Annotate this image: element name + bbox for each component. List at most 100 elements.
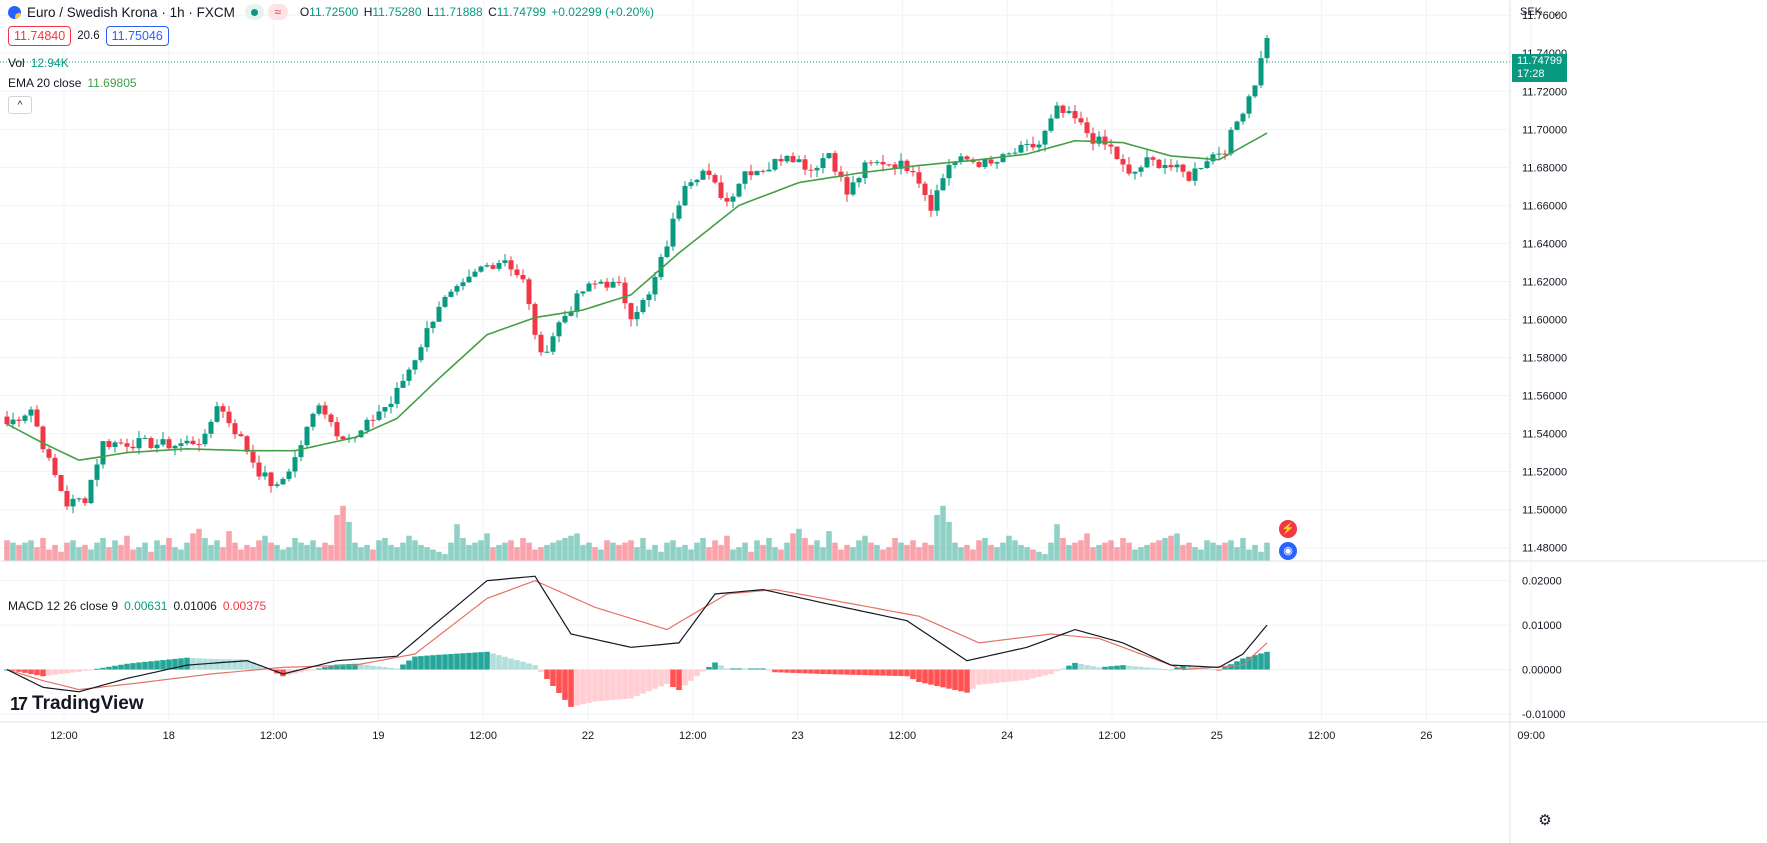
volume-bar [1048, 542, 1054, 561]
macd-hist-bar [1006, 669, 1012, 682]
macd-hist-bar [334, 664, 340, 670]
candle-body [1168, 165, 1174, 168]
macd-hist-bar [1084, 665, 1090, 670]
volume-bar [592, 547, 598, 561]
symbol-title[interactable]: Euro / Swedish Krona · 1h · FXCM [27, 4, 235, 20]
volume-bar [400, 542, 406, 561]
last-price-value: 11.74799 [1517, 55, 1563, 67]
candle-body [52, 457, 58, 476]
macd-hist-bar [184, 657, 190, 670]
logo-text: TradingView [32, 693, 144, 714]
candle-body [334, 422, 340, 437]
volume-bar [538, 547, 544, 561]
macd-hist-bar [58, 669, 64, 674]
macd-hist-bar [640, 669, 646, 694]
candle-body [196, 444, 202, 446]
macd-hist-bar [388, 667, 394, 670]
volume-bar [688, 549, 694, 561]
volume-bar [658, 551, 664, 561]
macd-hist-bar [220, 659, 226, 670]
volume-bar [766, 538, 772, 561]
candle-body [280, 478, 286, 485]
volume-bar [670, 540, 676, 561]
buy-button[interactable]: 11.75046 [105, 26, 169, 46]
market-status-badge[interactable] [244, 4, 264, 20]
macd-hist-bar [1186, 666, 1192, 670]
volume-bar [736, 547, 742, 561]
volume-bar [676, 547, 682, 561]
price-tick-label: 11.54000 [1522, 429, 1567, 441]
macd-hist-bar [574, 669, 580, 706]
macd-axis[interactable]: 0.02000 0.01000 0.00000 -0.01000 [1522, 576, 1565, 721]
macd-hist-bar [148, 661, 154, 670]
volume-bar [664, 542, 670, 561]
macd-hist-bar [724, 668, 730, 670]
price-tick-label: 11.56000 [1522, 391, 1567, 403]
candle-body [784, 155, 790, 162]
candle-body [760, 170, 766, 172]
volume-bar [172, 547, 178, 561]
candle-body [964, 156, 970, 160]
macd-hist-bar [82, 669, 88, 671]
candle-body [130, 446, 136, 449]
candle-body [910, 170, 916, 173]
wave-icon[interactable]: ≈ [267, 4, 288, 20]
macd-hist-bar [322, 667, 328, 670]
candle-body [328, 414, 334, 423]
candle-body [370, 419, 376, 421]
volume-bar [154, 540, 160, 561]
volume-bar [622, 542, 628, 561]
volume-bar [1102, 542, 1108, 561]
candle-body [718, 182, 724, 199]
ema-legend[interactable]: EMA 20 close 11.69805 [8, 76, 137, 90]
symbol-legend[interactable]: Euro / Swedish Krona · 1h · FXCM ≈ O11.7… [8, 4, 656, 20]
candle-body [412, 360, 418, 370]
collapse-legend-button[interactable]: ^ [8, 96, 32, 114]
candle-body [112, 442, 118, 447]
macd-hist-bar [970, 669, 976, 689]
macd-tick-label: 0.02000 [1522, 576, 1562, 588]
macd-hist-bar [910, 669, 916, 680]
macd-hist-bar [238, 659, 244, 670]
candle-body [1264, 38, 1270, 59]
volume-legend[interactable]: Vol 12.94K [8, 56, 69, 70]
candle-body [574, 293, 580, 312]
volume-bar [118, 544, 124, 561]
macd-hist-bar [682, 669, 688, 686]
lightning-icon[interactable]: ⚡ [1279, 520, 1297, 538]
globe-icon[interactable]: ◉ [1279, 542, 1297, 560]
volume-bar [10, 542, 16, 561]
macd-hist-bar [1096, 667, 1102, 670]
candle-body [322, 405, 328, 415]
candle-body [244, 436, 250, 452]
macd-hist-bar [172, 658, 178, 670]
sell-button[interactable]: 11.74840 [8, 26, 72, 46]
candle-body [316, 405, 322, 414]
candle-body [1024, 143, 1030, 145]
candle-body [184, 440, 190, 444]
currency-selector[interactable]: SEK ⌄ [1516, 3, 1566, 21]
time-axis[interactable]: 12:00 18 12:00 19 12:00 22 12:00 23 12:00 24 12:00… [50, 730, 1545, 742]
macd-hist-bar [394, 668, 400, 670]
tradingview-logo[interactable]: 17 TradingView [10, 693, 144, 715]
macd-hist-bar [280, 669, 286, 677]
macd-hist-bar [544, 669, 550, 680]
volume-bar [904, 544, 910, 561]
candle-body [1204, 161, 1210, 168]
volume-bar [238, 549, 244, 561]
candle-body [88, 479, 94, 504]
candle-body [658, 256, 664, 278]
candle-body [1222, 153, 1228, 155]
candle-body [208, 421, 214, 434]
macd-legend[interactable]: MACD 12 26 close 9 0.00631 0.01006 0.003… [8, 599, 266, 613]
candle-body [1060, 105, 1066, 113]
macd-hist-bar [748, 668, 754, 670]
price-axis[interactable]: 11.7600011.7400011.7200011.7000011.68000… [1522, 10, 1567, 554]
macd-hist-bar [1018, 669, 1024, 681]
settings-gear-icon[interactable]: ⚙ [1538, 812, 1552, 829]
macd-hist-bar [958, 669, 964, 692]
volume-bar [340, 505, 346, 561]
candle-body [808, 169, 814, 171]
volume-bar [1210, 542, 1216, 561]
